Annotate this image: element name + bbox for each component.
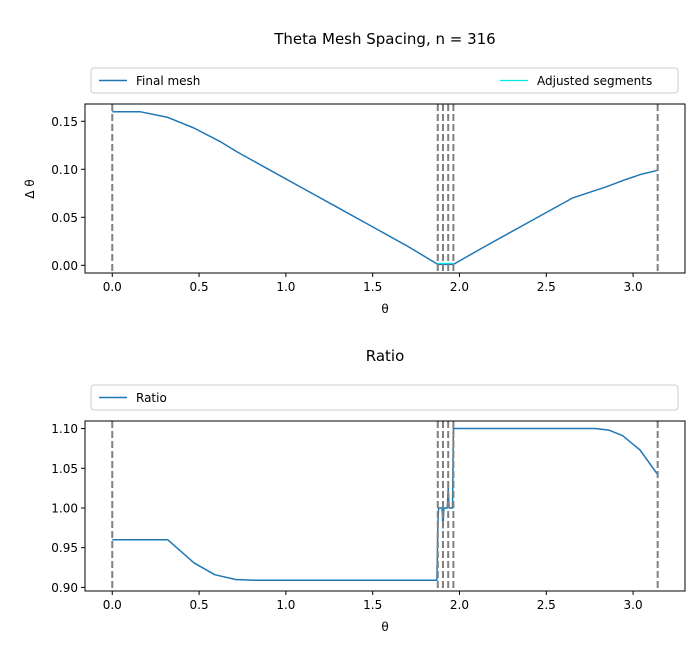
legend-box [90,67,679,94]
chart-ratio: Ratio Ratio 0.0 0.5 1.0 1.5 2.0 2.5 3.0 0.90 0.9… [51,347,686,634]
axes-frame [84,103,686,274]
y-tick-label: 1.10 [51,422,78,436]
plot-area: 0.0 0.5 1.0 1.5 2.0 2.5 3.0 0.00 0.05 0.10 0.15 [51,103,686,294]
x-tick-label: 1.0 [276,598,295,612]
axes-frame [84,420,686,592]
x-tick-label: 2.0 [450,598,469,612]
chart-title: Ratio [366,347,405,365]
x-tick-label: 0.5 [190,598,209,612]
x-tick-label: 3.0 [624,598,643,612]
series-line-ratio [112,427,659,582]
y-axis-label: Δ θ [23,179,37,198]
y-tick-label: 0.00 [51,259,78,273]
y-tick-label: 1.05 [51,462,78,476]
chart-theta-mesh-spacing: Theta Mesh Spacing, n = 316 Final mesh Ad… [23,30,686,316]
x-tick-label: 2.5 [537,598,556,612]
legend: Final mesh Adjusted segments [90,67,679,94]
x-tick-label: 1.0 [276,280,295,294]
data-layer [111,104,659,273]
x-tick-label: 0.0 [103,598,122,612]
legend-label: Adjusted segments [537,74,652,88]
legend-label: Final mesh [136,74,200,88]
x-axis-label: θ [381,620,388,634]
x-tick-label: 1.5 [363,280,382,294]
x-tick-label: 3.0 [624,280,643,294]
x-tick-label: 2.0 [450,280,469,294]
legend: Ratio [90,384,679,411]
y-tick-label: 0.90 [51,581,78,595]
y-tick-label: 0.10 [51,163,78,177]
legend-box [90,384,679,411]
x-tick-label: 0.0 [103,280,122,294]
y-tick-label: 0.95 [51,541,78,555]
data-layer [111,421,659,591]
x-tick-label: 0.5 [190,280,209,294]
plot-area: 0.0 0.5 1.0 1.5 2.0 2.5 3.0 0.90 0.95 1.00 1.05 1.1… [51,420,686,612]
x-tick-label: 2.5 [537,280,556,294]
legend-label: Ratio [136,391,167,405]
x-axis-label: θ [381,302,388,316]
x-tick-label: 1.5 [363,598,382,612]
chart-title: Theta Mesh Spacing, n = 316 [273,30,495,48]
y-tick-label: 0.05 [51,211,78,225]
series-line-final-mesh [112,110,658,266]
y-tick-label: 0.15 [51,115,78,129]
y-tick-label: 1.00 [51,501,78,515]
